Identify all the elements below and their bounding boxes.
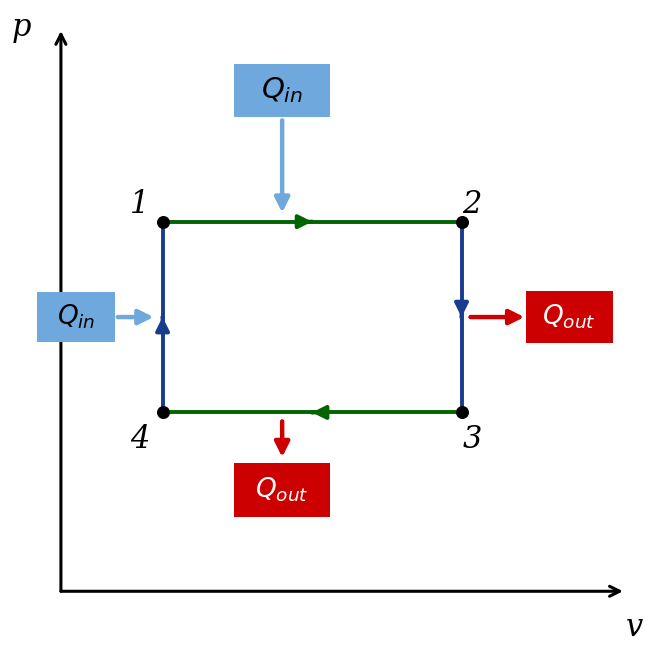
Point (158, 216, 168, 227)
Text: 1: 1 (130, 190, 150, 220)
Text: p: p (12, 12, 31, 44)
FancyBboxPatch shape (37, 291, 114, 342)
Point (158, 408, 168, 418)
Text: 3: 3 (462, 424, 482, 454)
Text: 4: 4 (130, 424, 150, 454)
Text: $Q_{in}$: $Q_{in}$ (261, 76, 303, 106)
FancyBboxPatch shape (234, 463, 330, 517)
Text: v: v (626, 612, 644, 643)
FancyBboxPatch shape (234, 64, 330, 117)
Text: $Q_{out}$: $Q_{out}$ (255, 476, 309, 504)
Point (456, 216, 467, 227)
Text: $Q_{out}$: $Q_{out}$ (542, 303, 596, 331)
FancyBboxPatch shape (526, 291, 613, 344)
Text: 2: 2 (462, 190, 482, 220)
Point (456, 408, 467, 418)
Text: $Q_{in}$: $Q_{in}$ (57, 303, 95, 331)
